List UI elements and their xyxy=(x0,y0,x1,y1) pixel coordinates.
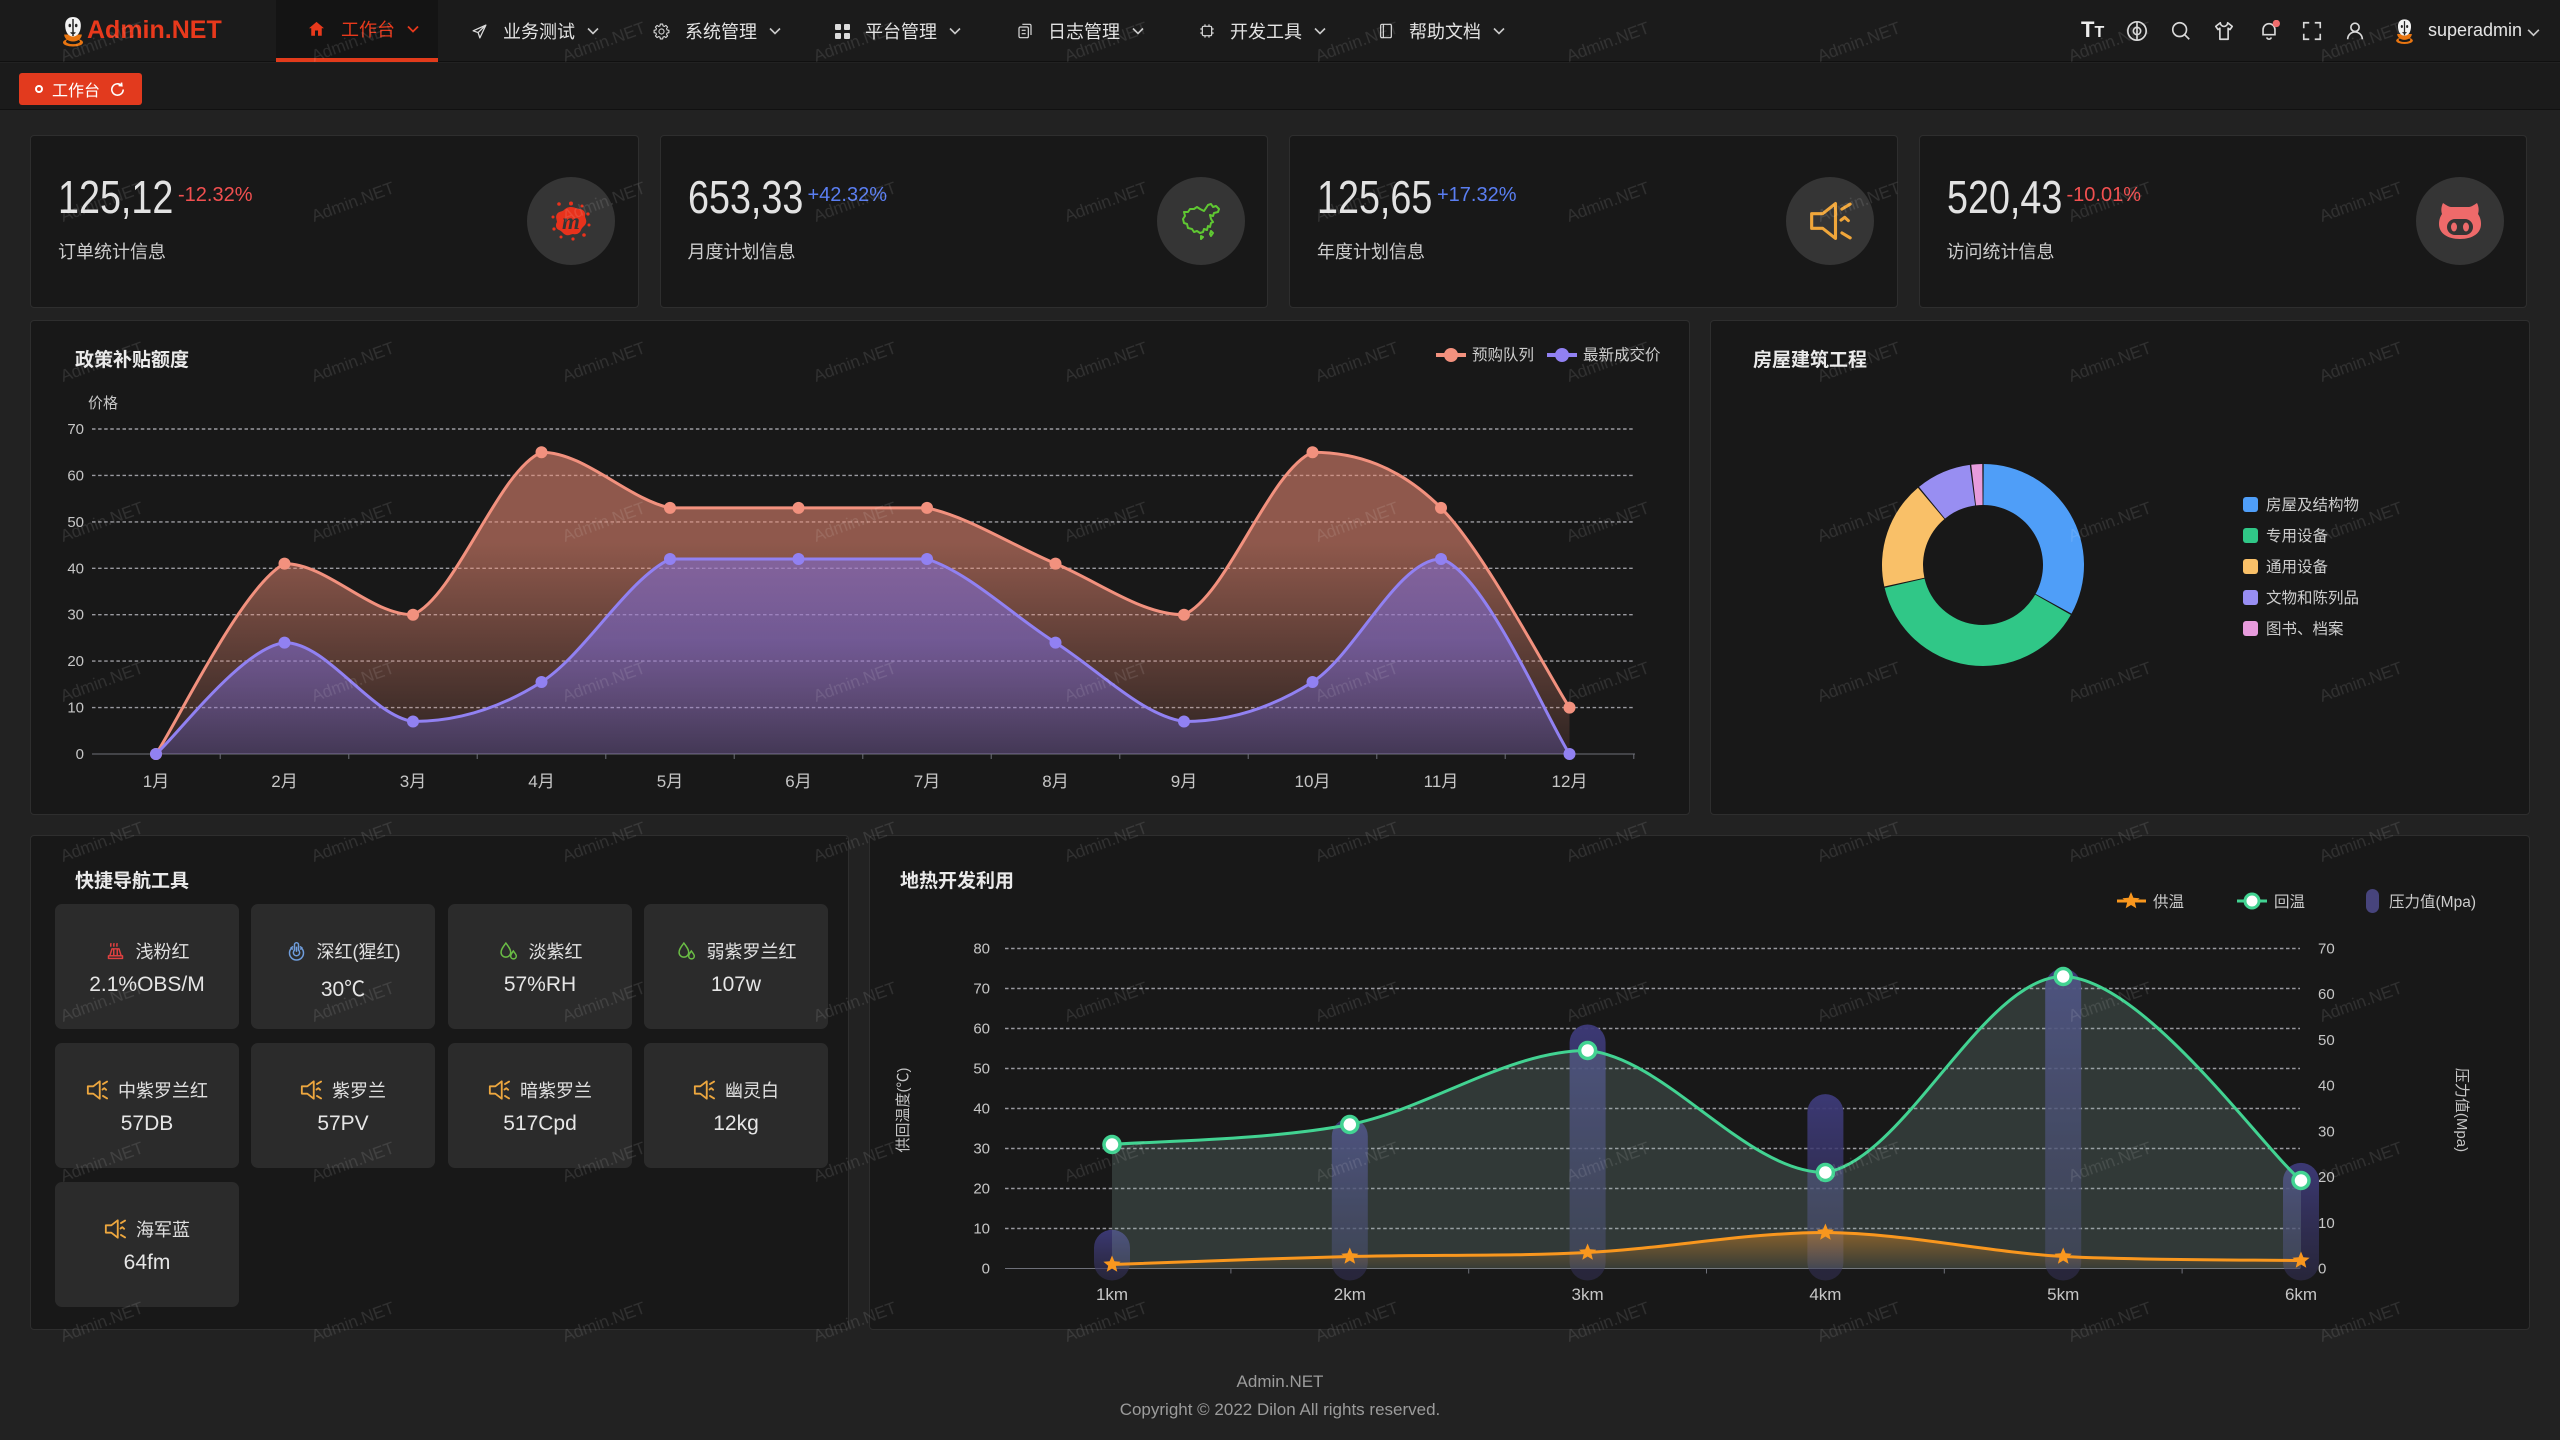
svg-text:10月: 10月 xyxy=(1295,772,1331,791)
svg-text:20: 20 xyxy=(67,653,84,670)
svg-text:图书、档案: 图书、档案 xyxy=(2266,620,2344,638)
svg-text:4月: 4月 xyxy=(528,772,554,791)
svg-text:5km: 5km xyxy=(2047,1285,2079,1304)
svg-text:4km: 4km xyxy=(1809,1285,1841,1304)
svg-text:0: 0 xyxy=(2318,1261,2326,1278)
svg-text:回温: 回温 xyxy=(2274,893,2305,911)
svg-text:2km: 2km xyxy=(1334,1285,1366,1304)
svg-text:9月: 9月 xyxy=(1171,772,1197,791)
svg-text:11月: 11月 xyxy=(1424,772,1459,791)
svg-text:2月: 2月 xyxy=(271,772,297,791)
svg-text:3km: 3km xyxy=(1572,1285,1604,1304)
svg-text:压力值(Mpa): 压力值(Mpa) xyxy=(2453,1068,2470,1152)
svg-text:70: 70 xyxy=(67,421,84,438)
svg-text:30: 30 xyxy=(67,607,84,624)
svg-text:80: 80 xyxy=(973,941,990,958)
svg-text:最新成交价: 最新成交价 xyxy=(1583,346,1661,364)
svg-text:供回温度(℃): 供回温度(℃) xyxy=(895,1068,912,1153)
svg-text:60: 60 xyxy=(973,1021,990,1038)
svg-text:70: 70 xyxy=(973,981,990,998)
svg-text:5月: 5月 xyxy=(657,772,683,791)
svg-text:50: 50 xyxy=(67,514,84,531)
svg-text:价格: 价格 xyxy=(88,395,118,412)
svg-text:60: 60 xyxy=(2318,986,2335,1003)
svg-text:70: 70 xyxy=(2318,941,2335,958)
svg-text:30: 30 xyxy=(973,1141,990,1158)
svg-text:40: 40 xyxy=(2318,1078,2335,1095)
svg-text:8月: 8月 xyxy=(1042,772,1068,791)
svg-text:50: 50 xyxy=(973,1061,990,1078)
svg-text:6km: 6km xyxy=(2285,1285,2317,1304)
svg-text:0: 0 xyxy=(982,1261,990,1278)
svg-text:压力值(Mpa): 压力值(Mpa) xyxy=(2389,893,2476,911)
svg-text:40: 40 xyxy=(67,560,84,577)
svg-text:40: 40 xyxy=(973,1101,990,1118)
svg-text:房屋及结构物: 房屋及结构物 xyxy=(2266,496,2359,514)
svg-text:通用设备: 通用设备 xyxy=(2266,558,2329,576)
svg-text:文物和陈列品: 文物和陈列品 xyxy=(2266,589,2359,607)
svg-text:供温: 供温 xyxy=(2153,893,2184,911)
svg-text:专用设备: 专用设备 xyxy=(2266,527,2329,545)
svg-text:60: 60 xyxy=(67,467,84,484)
svg-text:20: 20 xyxy=(973,1181,990,1198)
svg-text:10: 10 xyxy=(67,700,84,717)
svg-text:10: 10 xyxy=(2318,1215,2335,1232)
svg-text:6月: 6月 xyxy=(785,772,811,791)
svg-text:12月: 12月 xyxy=(1552,772,1588,791)
svg-text:7月: 7月 xyxy=(914,772,940,791)
svg-text:预购队列: 预购队列 xyxy=(1472,346,1534,364)
svg-text:1月: 1月 xyxy=(143,772,169,791)
svg-text:50: 50 xyxy=(2318,1032,2335,1049)
svg-text:0: 0 xyxy=(76,746,84,763)
svg-text:10: 10 xyxy=(973,1221,990,1238)
svg-text:30: 30 xyxy=(2318,1123,2335,1140)
svg-text:20: 20 xyxy=(2318,1169,2335,1186)
svg-text:3月: 3月 xyxy=(400,772,426,791)
svg-text:1km: 1km xyxy=(1096,1285,1128,1304)
